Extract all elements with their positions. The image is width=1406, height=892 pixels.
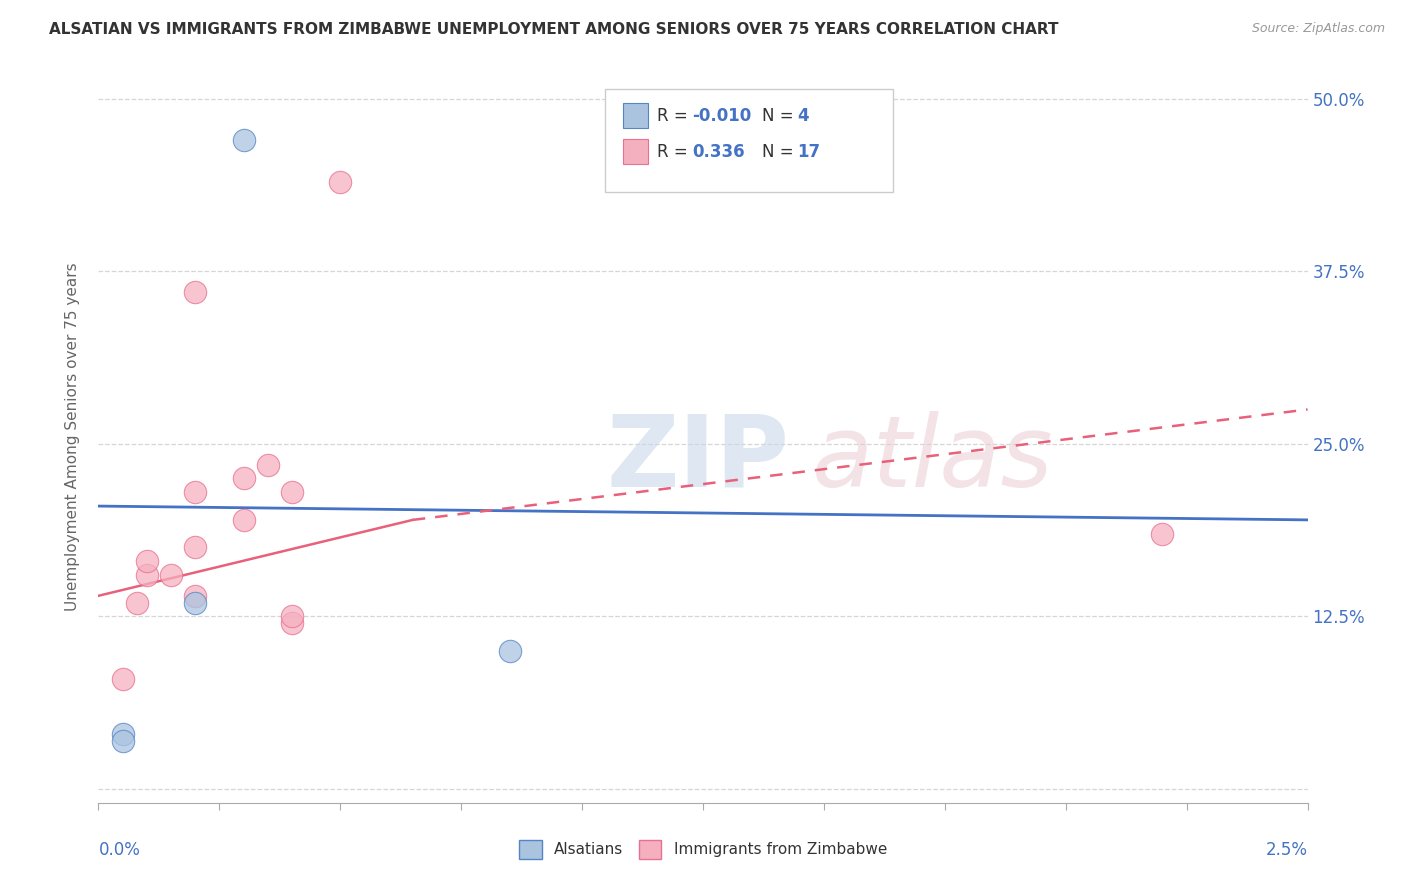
Point (111, 727, 134, 741)
Point (256, 458, 278, 472)
Point (160, 568, 183, 582)
Point (329, 175, 352, 189)
Text: atlas: atlas (811, 410, 1053, 508)
Point (184, 596, 207, 610)
Point (184, 485, 207, 500)
Point (281, 609, 304, 624)
Point (232, 471, 254, 485)
Text: N =: N = (762, 143, 799, 161)
Point (184, 541, 207, 555)
Text: R =: R = (657, 143, 697, 161)
Text: 2.5%: 2.5% (1265, 841, 1308, 860)
Point (1152, 526, 1174, 541)
Text: -0.010: -0.010 (692, 107, 751, 125)
Text: N =: N = (762, 107, 799, 125)
Point (498, 644, 520, 658)
Point (281, 616, 304, 631)
Point (127, 596, 149, 610)
Point (184, 589, 207, 603)
Text: R =: R = (657, 107, 693, 125)
Point (135, 554, 157, 568)
Point (232, 133, 254, 147)
Text: 4: 4 (797, 107, 808, 125)
Point (184, 285, 207, 300)
Text: 17: 17 (797, 143, 820, 161)
Text: 0.336: 0.336 (692, 143, 744, 161)
Y-axis label: Unemployment Among Seniors over 75 years: Unemployment Among Seniors over 75 years (65, 263, 80, 611)
Text: Source: ZipAtlas.com: Source: ZipAtlas.com (1251, 22, 1385, 36)
Legend: Alsatians, Immigrants from Zimbabwe: Alsatians, Immigrants from Zimbabwe (513, 834, 893, 864)
Point (135, 568, 157, 582)
Text: ALSATIAN VS IMMIGRANTS FROM ZIMBABWE UNEMPLOYMENT AMONG SENIORS OVER 75 YEARS CO: ALSATIAN VS IMMIGRANTS FROM ZIMBABWE UNE… (49, 22, 1059, 37)
Point (232, 513, 254, 527)
Text: ZIP: ZIP (606, 410, 789, 508)
Point (111, 733, 134, 747)
Point (111, 672, 134, 686)
Point (281, 485, 304, 500)
Text: 0.0%: 0.0% (98, 841, 141, 860)
